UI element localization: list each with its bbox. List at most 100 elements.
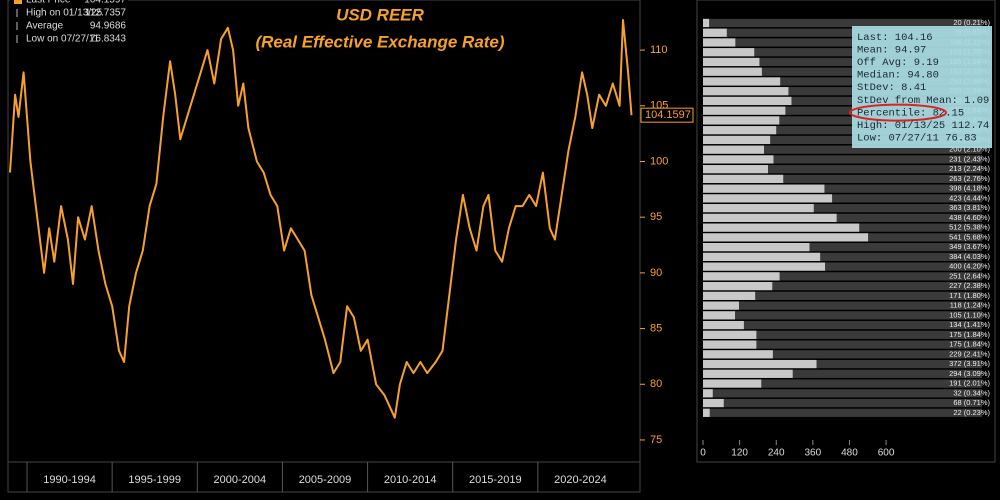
y-tick-label: 110 xyxy=(650,44,668,56)
last-price-tag xyxy=(640,107,694,123)
row-band xyxy=(703,165,982,174)
x-tick-label: 2020-2024 xyxy=(554,474,607,486)
row-band xyxy=(703,350,982,359)
row-band xyxy=(703,408,982,417)
hist-bar xyxy=(703,67,762,76)
hist-label: 541 (5.68%) xyxy=(949,232,990,241)
row-band xyxy=(703,379,982,388)
hist-bar xyxy=(703,301,740,310)
stats-line: Median: 94.80 xyxy=(857,70,939,82)
hist-bar xyxy=(703,38,736,47)
x-axis-band xyxy=(7,461,641,493)
row-band xyxy=(703,96,982,106)
legend-label: Last Price xyxy=(26,0,71,6)
x-tick-label: 1990-1994 xyxy=(43,474,96,486)
hist-bar xyxy=(703,262,826,271)
x-tick-label: 480 xyxy=(841,448,858,459)
hist-label: 32 (0.34%) xyxy=(953,388,990,397)
hist-bar xyxy=(703,272,780,281)
hist-bar xyxy=(703,340,757,349)
row-band xyxy=(703,281,982,291)
legend-value: 76.8343 xyxy=(90,34,127,45)
hist-bar xyxy=(703,408,710,417)
hist-bar xyxy=(703,291,756,300)
row-band xyxy=(703,330,982,339)
row-band xyxy=(703,116,982,125)
hist-bar xyxy=(703,398,724,408)
hist-bar xyxy=(703,126,777,135)
hist-label: 251 (2.64%) xyxy=(949,271,990,280)
hist-bar xyxy=(703,389,713,398)
stats-line: High: 01/13/25 112.74 xyxy=(857,120,989,132)
row-band xyxy=(703,126,982,135)
hist-bar xyxy=(703,204,814,213)
y-tick-label: 100 xyxy=(650,155,668,167)
hist-label: 227 (2.38%) xyxy=(949,281,990,290)
stats-line: Percentile: 82.15 xyxy=(857,107,964,119)
hist-label: 105 (1.10%) xyxy=(949,310,990,319)
hist-label: 294 (3.09%) xyxy=(949,369,990,378)
stats-line: StDev: 8.41 xyxy=(857,82,926,94)
hist-bar xyxy=(703,311,736,320)
y-tick-label: 75 xyxy=(650,434,662,446)
hist-label: 22 (0.23%) xyxy=(953,408,990,417)
hist-label: 134 (1.41%) xyxy=(949,320,990,329)
hist-label: 231 (2.43%) xyxy=(949,154,990,163)
row-band xyxy=(703,262,982,271)
hist-bar xyxy=(703,281,773,291)
hist-bar xyxy=(703,330,757,339)
row-band xyxy=(703,174,982,184)
x-tick-label: 240 xyxy=(768,448,785,459)
row-band xyxy=(703,18,982,28)
y-tick-label: 95 xyxy=(650,211,662,223)
hist-bar xyxy=(703,106,786,115)
hist-bar xyxy=(703,369,793,378)
hist-label: 372 (3.91%) xyxy=(949,359,990,368)
hist-bar xyxy=(703,77,781,86)
x-tick-label: 120 xyxy=(731,448,748,459)
row-band xyxy=(703,48,982,57)
row-band xyxy=(703,28,982,37)
price-line xyxy=(9,19,633,419)
chart-title: USD REER xyxy=(336,5,425,24)
row-band xyxy=(703,213,982,223)
hist-label: 400 (4.20%) xyxy=(949,262,990,271)
hist-label: 175 (1.84%) xyxy=(949,330,990,339)
row-band xyxy=(703,340,982,349)
legend-box xyxy=(10,0,128,50)
legend-value: 94.9686 xyxy=(90,21,127,32)
x-tick-label: 1995-1999 xyxy=(128,474,181,486)
row-band xyxy=(703,67,982,76)
stats-line: Off Avg: 9.19 xyxy=(857,57,939,69)
hist-bar xyxy=(703,145,765,154)
hist-bar xyxy=(703,194,833,203)
row-band xyxy=(703,272,982,281)
row-band xyxy=(703,57,982,67)
hist-bar xyxy=(703,223,860,232)
row-band xyxy=(703,87,982,96)
hist-label: 68 (0.71%) xyxy=(953,398,990,407)
hist-bar xyxy=(703,57,760,67)
stats-line: Low: 07/27/11 76.83 xyxy=(857,133,977,145)
hist-label: 263 (2.76%) xyxy=(949,174,990,183)
hist-label: 438 (4.60%) xyxy=(949,213,990,222)
row-band xyxy=(703,389,982,398)
hist-bar xyxy=(703,28,727,37)
hist-label: 118 (1.24%) xyxy=(950,301,991,310)
row-band xyxy=(703,243,982,252)
row-band xyxy=(703,106,982,115)
y-tick-label: 90 xyxy=(650,267,662,279)
last-price-label: 104.1597 xyxy=(645,109,691,121)
hist-label: 384 (4.03%) xyxy=(949,252,990,261)
x-tick-label: 600 xyxy=(878,448,895,459)
hist-bar xyxy=(703,379,762,388)
x-tick-label: 2000-2004 xyxy=(214,474,267,486)
hist-bar xyxy=(703,96,792,106)
hist-label: 200 (2.10%) xyxy=(949,145,990,154)
row-band xyxy=(703,359,982,369)
row-band xyxy=(703,252,982,261)
row-band xyxy=(703,155,982,164)
hist-bar xyxy=(703,243,810,252)
hist-label: 171 (1.80%) xyxy=(949,291,990,300)
hist-label: 349 (3.67%) xyxy=(949,242,990,251)
